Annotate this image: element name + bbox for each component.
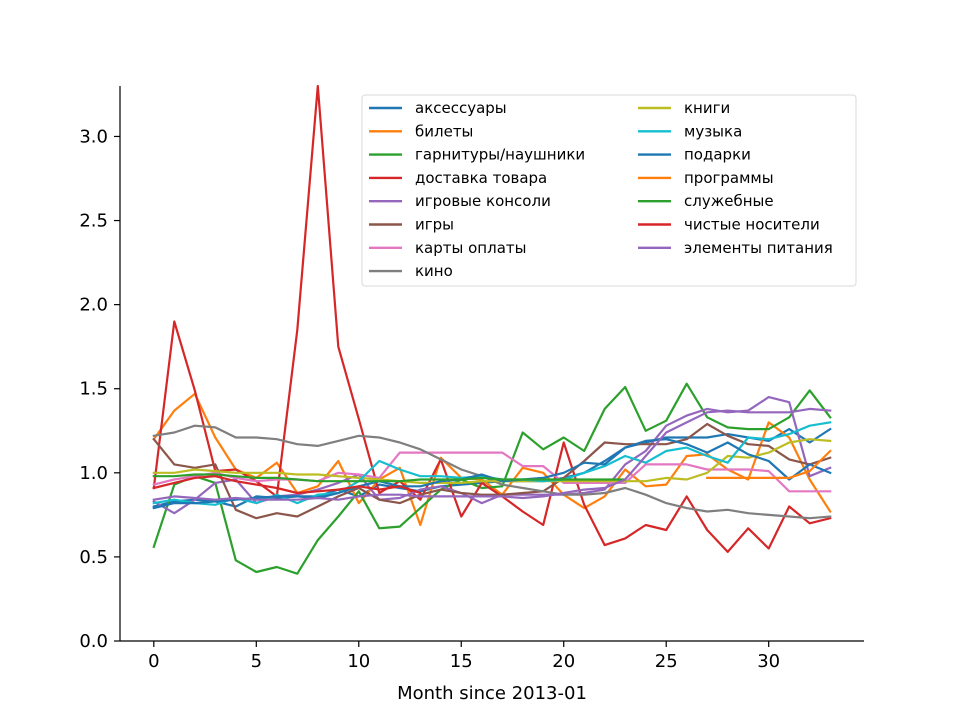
series-line-билеты xyxy=(152,392,832,527)
legend-label-игры: игры xyxy=(415,216,454,234)
legend-label-гарнитуры-наушники: гарнитуры/наушники xyxy=(415,146,585,164)
axes: 0 5 10 15 20 25 30 0.0 0.5 1.0 1.5 2.0 2.5 3.0 xyxy=(79,86,864,672)
legend-label-музыка: музыка xyxy=(684,122,742,140)
y-tick-label: 1.5 xyxy=(79,379,108,400)
series-line-элементы-питания xyxy=(152,407,832,501)
x-tick-label: 0 xyxy=(148,651,159,672)
y-tick-label: 2.5 xyxy=(79,211,108,232)
series-line-доставка-товара xyxy=(152,84,832,554)
legend-label-игровые-консоли: игровые консоли xyxy=(415,192,551,210)
legend-label-подарки: подарки xyxy=(684,146,751,164)
series-line-книги xyxy=(152,438,832,484)
series-line-игры xyxy=(152,422,832,520)
x-tick-label: 5 xyxy=(251,651,262,672)
y-tick-label: 3.0 xyxy=(79,126,108,147)
legend-label-карты-оплаты: карты оплаты xyxy=(415,239,526,257)
legend-label-программы: программы xyxy=(684,169,774,187)
legend-label-элементы-питания: элементы питания xyxy=(684,239,833,257)
legend-label-аксессуары: аксессуары xyxy=(415,99,507,117)
legend: аксессуары билеты гарнитуры/наушники достав… xyxy=(361,94,857,287)
x-tick-label: 10 xyxy=(347,651,370,672)
legend-label-служебные: служебные xyxy=(684,192,774,210)
legend-box xyxy=(361,94,857,287)
legend-label-доставка-товара: доставка товара xyxy=(415,169,547,187)
x-tick-label: 30 xyxy=(757,651,780,672)
legend-label-билеты: билеты xyxy=(415,122,473,140)
series-line-служебные xyxy=(152,473,627,483)
x-tick-label: 25 xyxy=(655,651,678,672)
plot-lines xyxy=(152,84,832,575)
series-line-гарнитуры-наушники xyxy=(152,382,832,575)
series-line-карты-оплаты xyxy=(152,451,832,493)
legend-label-книги: книги xyxy=(684,99,730,117)
y-tick-label: 0.0 xyxy=(79,631,108,652)
legend-label-кино: кино xyxy=(415,262,453,280)
y-tick-label: 1.0 xyxy=(79,463,108,484)
series-line-программы xyxy=(706,449,832,479)
series-line-чистые-носители xyxy=(152,475,422,495)
legend-label-чистые-носители: чистые носители xyxy=(684,216,820,234)
x-axis-label: Month since 2013-01 xyxy=(397,683,587,704)
x-tick-label: 15 xyxy=(450,651,473,672)
y-tick-label: 2.0 xyxy=(79,295,108,316)
x-tick-label: 20 xyxy=(552,651,575,672)
y-tick-label: 0.5 xyxy=(79,547,108,568)
